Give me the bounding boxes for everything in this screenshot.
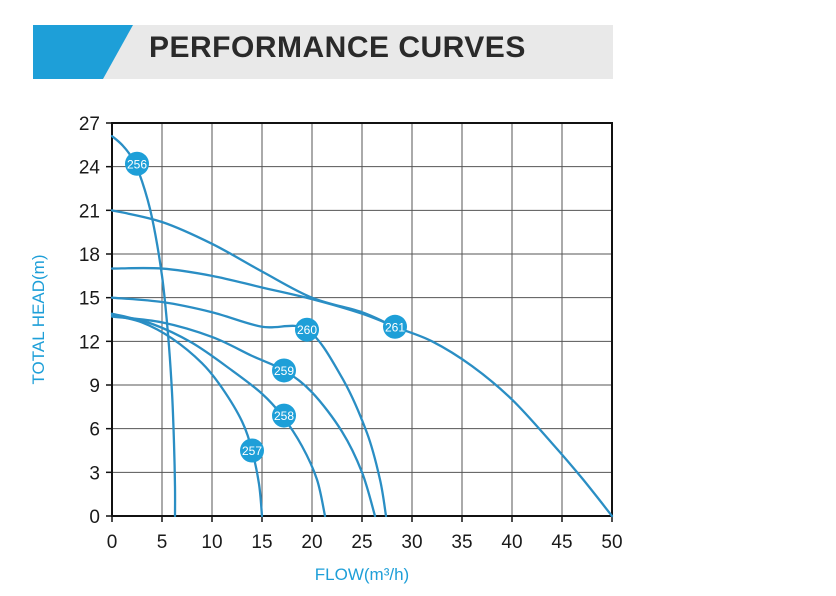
- y-tick-label: 9: [89, 376, 100, 397]
- curve-label-badge: [295, 317, 319, 342]
- y-tick-label: 12: [79, 332, 100, 353]
- curve-label-text: 260: [297, 323, 317, 337]
- banner-background: [33, 25, 613, 79]
- y-tick-label: 27: [79, 114, 100, 135]
- y-tick-label: 18: [79, 245, 100, 266]
- curve-label-badge: [383, 314, 407, 339]
- y-tick-label: 0: [89, 507, 100, 528]
- curve-label-text: 261: [385, 320, 405, 334]
- curve-260: [110, 296, 388, 518]
- x-tick-label: 45: [551, 532, 572, 553]
- x-tick-label: 5: [157, 532, 168, 553]
- curve-label-261: 261: [383, 314, 407, 339]
- x-tick-label: 10: [201, 532, 222, 553]
- curve-unlabeled-17m: [110, 266, 397, 328]
- x-tick-label: 25: [351, 532, 372, 553]
- curve-256: [110, 134, 177, 518]
- y-tick-label: 3: [89, 463, 100, 484]
- x-tick-label: 0: [107, 532, 118, 553]
- y-tick-label: 24: [79, 158, 101, 179]
- x-axis-title: FLOW(m³/h): [315, 565, 409, 584]
- curve-label-text: 257: [242, 444, 262, 458]
- curve-label-badge: [240, 438, 264, 463]
- x-tick-label: 30: [401, 532, 422, 553]
- x-tick-label: 15: [251, 532, 272, 553]
- curve-label-badge: [272, 403, 296, 428]
- y-tick-label: 21: [79, 201, 100, 222]
- curve-label-text: 258: [274, 409, 294, 423]
- curve-258: [110, 312, 327, 518]
- title-banner: PERFORMANCE CURVES: [33, 25, 613, 79]
- curve-label-badge: [125, 151, 149, 176]
- y-tick-label: 15: [79, 289, 100, 310]
- x-tick-label: 40: [501, 532, 522, 553]
- y-axis-title: TOTAL HEAD(m): [29, 254, 48, 384]
- x-tick-label: 50: [601, 532, 622, 553]
- curve-label-text: 259: [274, 364, 294, 378]
- curve-label-260: 260: [295, 317, 319, 342]
- curve-259: [110, 315, 377, 518]
- curve-label-text: 256: [127, 157, 147, 171]
- curve-label-badge: [272, 358, 296, 383]
- x-tick-label: 20: [301, 532, 322, 553]
- curve-label-259: 259: [272, 358, 296, 383]
- curve-label-258: 258: [272, 403, 296, 428]
- curve-257: [110, 313, 264, 518]
- curve-label-257: 257: [240, 438, 264, 463]
- y-tick-label: 6: [89, 420, 100, 441]
- curve-label-256: 256: [125, 151, 149, 176]
- x-tick-label: 35: [451, 532, 472, 553]
- page-title: PERFORMANCE CURVES: [149, 31, 526, 64]
